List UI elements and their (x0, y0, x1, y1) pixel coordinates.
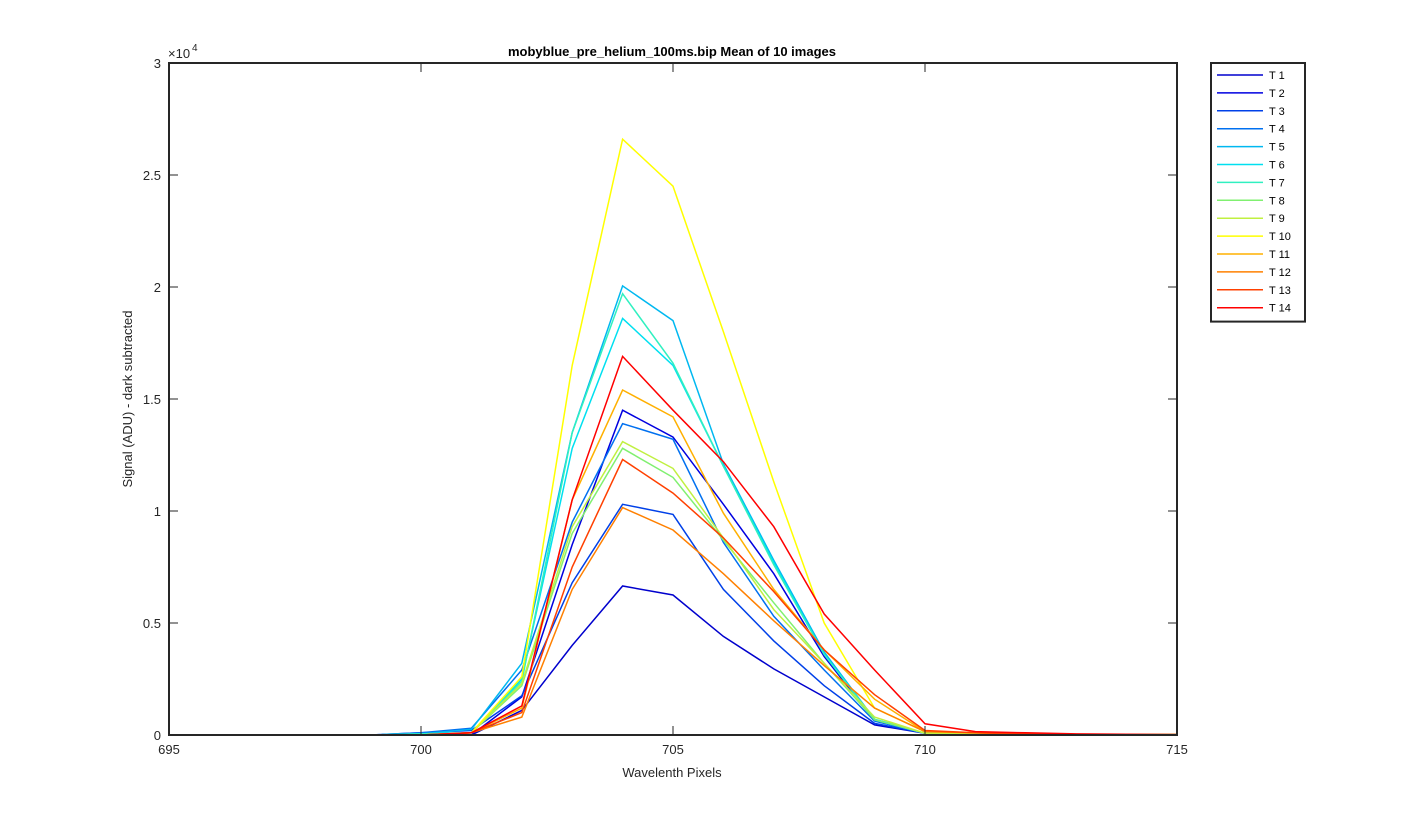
y-tick-label: 0.5 (143, 616, 161, 631)
axes-box (168, 62, 1178, 736)
x-tick-label: 710 (914, 742, 936, 757)
y-tick-label: 2.5 (143, 168, 161, 183)
series-line-12 (169, 506, 1177, 736)
series-line-6 (169, 317, 1177, 736)
legend-box (1210, 62, 1306, 323)
legend-label-4: T 4 (1269, 124, 1285, 136)
series-line-14 (169, 354, 1178, 736)
series-line-8 (169, 447, 1177, 736)
legend-label-9: T 9 (1269, 213, 1285, 225)
legend-label-7: T 7 (1269, 177, 1285, 189)
y-axis-label: Signal (ADU) - dark subtracted (120, 310, 135, 487)
legend-label-1: T 1 (1269, 70, 1285, 82)
series-line-13 (169, 458, 1177, 736)
legend-label-13: T 13 (1269, 285, 1291, 297)
legend-label-12: T 12 (1269, 267, 1291, 279)
y-exponent-power: 4 (192, 43, 198, 54)
legend-label-14: T 14 (1269, 303, 1291, 315)
chart-title: mobyblue_pre_helium_100ms.bip Mean of 10… (508, 44, 836, 59)
series-line-5 (169, 284, 1177, 736)
y-exponent-base: ×10 (168, 46, 190, 61)
y-tick-label: 2 (154, 280, 161, 295)
legend-label-2: T 2 (1269, 88, 1285, 100)
axes: 695 700 705 710 715 0 0.5 1 1.5 2 2.5 3 (143, 56, 1188, 757)
series-line-4 (169, 422, 1177, 736)
series-line-3 (169, 503, 1177, 736)
legend-label-10: T 10 (1269, 231, 1291, 243)
legend-label-11: T 11 (1269, 249, 1290, 261)
series-line-11 (169, 388, 1177, 736)
y-exponent: ×10 4 (168, 43, 198, 61)
series-line-9 (169, 440, 1177, 736)
legend-label-3: T 3 (1269, 106, 1285, 118)
legend-label-5: T 5 (1269, 142, 1285, 154)
x-tick-label: 700 (410, 742, 432, 757)
y-tick-label: 1 (154, 504, 161, 519)
legend: T 1 T 2 T 3 T 4 T 5 T 6 T 7 T 8 T 9 T 10 T 11 T 12 T… (1210, 62, 1306, 323)
series-line-1 (169, 585, 1177, 736)
y-tick-label: 3 (154, 56, 161, 71)
legend-label-6: T 6 (1269, 160, 1285, 172)
y-tick-label: 0 (154, 728, 161, 743)
legend-label-8: T 8 (1269, 195, 1285, 207)
x-tick-label: 705 (662, 742, 684, 757)
x-axis-label: Wavelenth Pixels (622, 765, 722, 780)
x-tick-label: 695 (158, 742, 180, 757)
y-tick-label: 1.5 (143, 392, 161, 407)
plot-area (169, 137, 1178, 736)
x-tick-label: 715 (1166, 742, 1188, 757)
series-line-2 (169, 409, 1177, 736)
